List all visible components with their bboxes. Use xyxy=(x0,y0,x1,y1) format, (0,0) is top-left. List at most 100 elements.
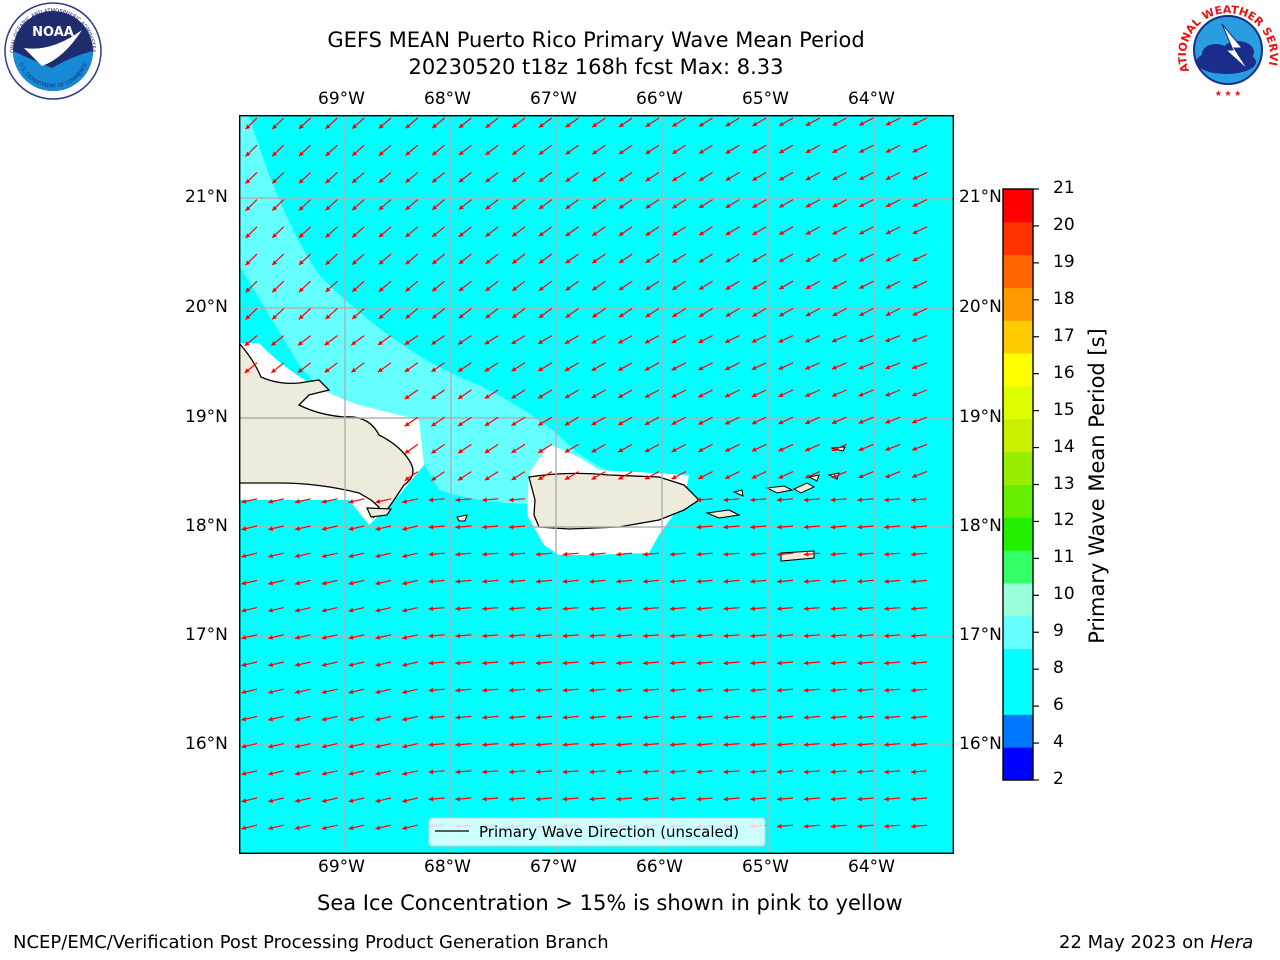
colorbar xyxy=(1002,188,1039,781)
colorbar-tick-label: 9 xyxy=(1053,621,1064,642)
wave-arrow-head xyxy=(723,551,729,557)
wave-arrow-head xyxy=(509,579,514,584)
wave-arrow-head xyxy=(348,635,354,640)
wave-arrow-head xyxy=(589,742,595,748)
wave-arrow-head xyxy=(884,796,889,802)
wave-arrow-head xyxy=(832,202,838,208)
wave-arrow-head xyxy=(509,606,514,612)
colorbar-label: Primary Wave Mean Period [s] xyxy=(1085,328,1109,644)
wave-arrow-head xyxy=(723,715,729,720)
wave-arrow-head xyxy=(669,687,675,693)
wave-arrow-head xyxy=(241,580,247,586)
map-panel: Primary Wave Direction (unscaled) xyxy=(239,115,954,854)
wave-arrow-head xyxy=(564,421,570,426)
wave-arrow-head xyxy=(698,474,704,479)
wave-arrow-head xyxy=(402,580,408,586)
wave-arrow-head xyxy=(616,579,621,584)
lon-label-top-69w: 69°W xyxy=(318,89,365,109)
wave-arrow-head xyxy=(616,660,621,666)
wave-arrow-head xyxy=(484,475,490,481)
wave-arrow-head xyxy=(455,796,461,802)
wave-arrow-head xyxy=(431,394,437,400)
wave-arrow-head xyxy=(458,340,464,345)
wave-arrow-head xyxy=(858,473,864,479)
wave-arrow-head xyxy=(803,769,809,775)
wave-arrow-head xyxy=(696,742,702,748)
wave-arrow-head xyxy=(750,551,755,557)
wave-arrow-head xyxy=(723,769,729,775)
wave-arrow-head xyxy=(750,633,755,639)
wave-arrow-head xyxy=(911,742,916,748)
wave-arrow-head xyxy=(565,258,571,264)
wave-arrow-head xyxy=(912,473,917,478)
wave-arrow-head xyxy=(885,311,891,316)
wave-arrow-head xyxy=(325,287,331,292)
colorbar-segment xyxy=(1003,583,1033,617)
wave-arrow-head xyxy=(750,796,755,802)
wave-arrow-head xyxy=(912,256,918,262)
colorbar-segment xyxy=(1003,189,1033,223)
wave-arrow-head xyxy=(405,150,411,156)
wave-arrow-head xyxy=(271,368,277,373)
wave-arrow-head xyxy=(859,229,865,235)
wave-arrow-head xyxy=(295,635,300,640)
wave-arrow-head xyxy=(509,633,514,639)
wave-arrow-head xyxy=(325,314,331,320)
wave-arrow-head xyxy=(645,176,651,182)
wave-arrow-head xyxy=(830,715,836,720)
wave-arrow-head xyxy=(669,579,675,584)
wave-arrow-head xyxy=(298,232,304,238)
wave-arrow-head xyxy=(698,285,704,290)
wave-arrow-head xyxy=(268,798,274,803)
wave-arrow-head xyxy=(244,341,250,346)
wave-arrow-head xyxy=(272,314,278,320)
lon-label-top-64w: 64°W xyxy=(848,89,895,109)
wave-arrow-head xyxy=(618,285,624,291)
wave-arrow-head xyxy=(428,579,434,584)
wave-arrow-head xyxy=(375,662,381,667)
wave-arrow-head xyxy=(325,178,331,184)
wave-arrow-head xyxy=(295,580,300,586)
wave-arrow-head xyxy=(672,231,678,236)
wave-arrow-head xyxy=(912,391,917,397)
wave-arrow-head xyxy=(431,448,437,454)
wave-arrow-head xyxy=(241,689,247,695)
wave-arrow-head xyxy=(618,312,624,318)
wave-arrow-head xyxy=(565,231,571,237)
wave-arrow-head xyxy=(564,393,570,399)
wave-arrow-head xyxy=(750,606,755,612)
wave-arrow-head xyxy=(565,149,571,155)
wave-arrow-head xyxy=(805,338,811,343)
wave-arrow-head xyxy=(404,449,410,454)
wave-arrow-head xyxy=(509,524,514,530)
wave-arrow-head xyxy=(245,151,251,157)
wave-arrow-head xyxy=(432,286,438,292)
wave-arrow-head xyxy=(245,314,251,320)
wave-arrow-head xyxy=(324,367,330,373)
wave-arrow-head xyxy=(884,769,889,775)
wave-arrow-head xyxy=(348,662,354,667)
wave-arrow-head xyxy=(298,314,304,320)
wave-arrow-head xyxy=(564,475,570,480)
wave-arrow-head xyxy=(616,551,621,557)
wave-arrow-head xyxy=(482,606,487,612)
wave-arrow-head xyxy=(268,689,274,695)
wave-arrow-head xyxy=(538,177,544,182)
wave-arrow-head xyxy=(885,473,891,479)
wave-arrow-head xyxy=(298,151,304,157)
wave-arrow-head xyxy=(911,497,916,503)
wave-arrow-head xyxy=(805,230,811,235)
wave-arrow-head xyxy=(857,497,863,503)
wave-arrow-head xyxy=(859,148,865,153)
wave-arrow-head xyxy=(831,392,837,397)
wave-arrow-head xyxy=(830,524,836,530)
wave-arrow-head xyxy=(723,742,729,748)
wave-arrow-head xyxy=(321,580,327,586)
wave-arrow-head xyxy=(723,796,729,802)
wave-arrow-head xyxy=(428,742,434,748)
wave-arrow-head xyxy=(351,340,357,346)
lat-label-right-16n: 16°N xyxy=(959,734,1002,754)
wave-arrow-head xyxy=(455,606,461,612)
wave-arrow-head xyxy=(696,687,702,693)
wave-arrow-head xyxy=(512,204,518,210)
